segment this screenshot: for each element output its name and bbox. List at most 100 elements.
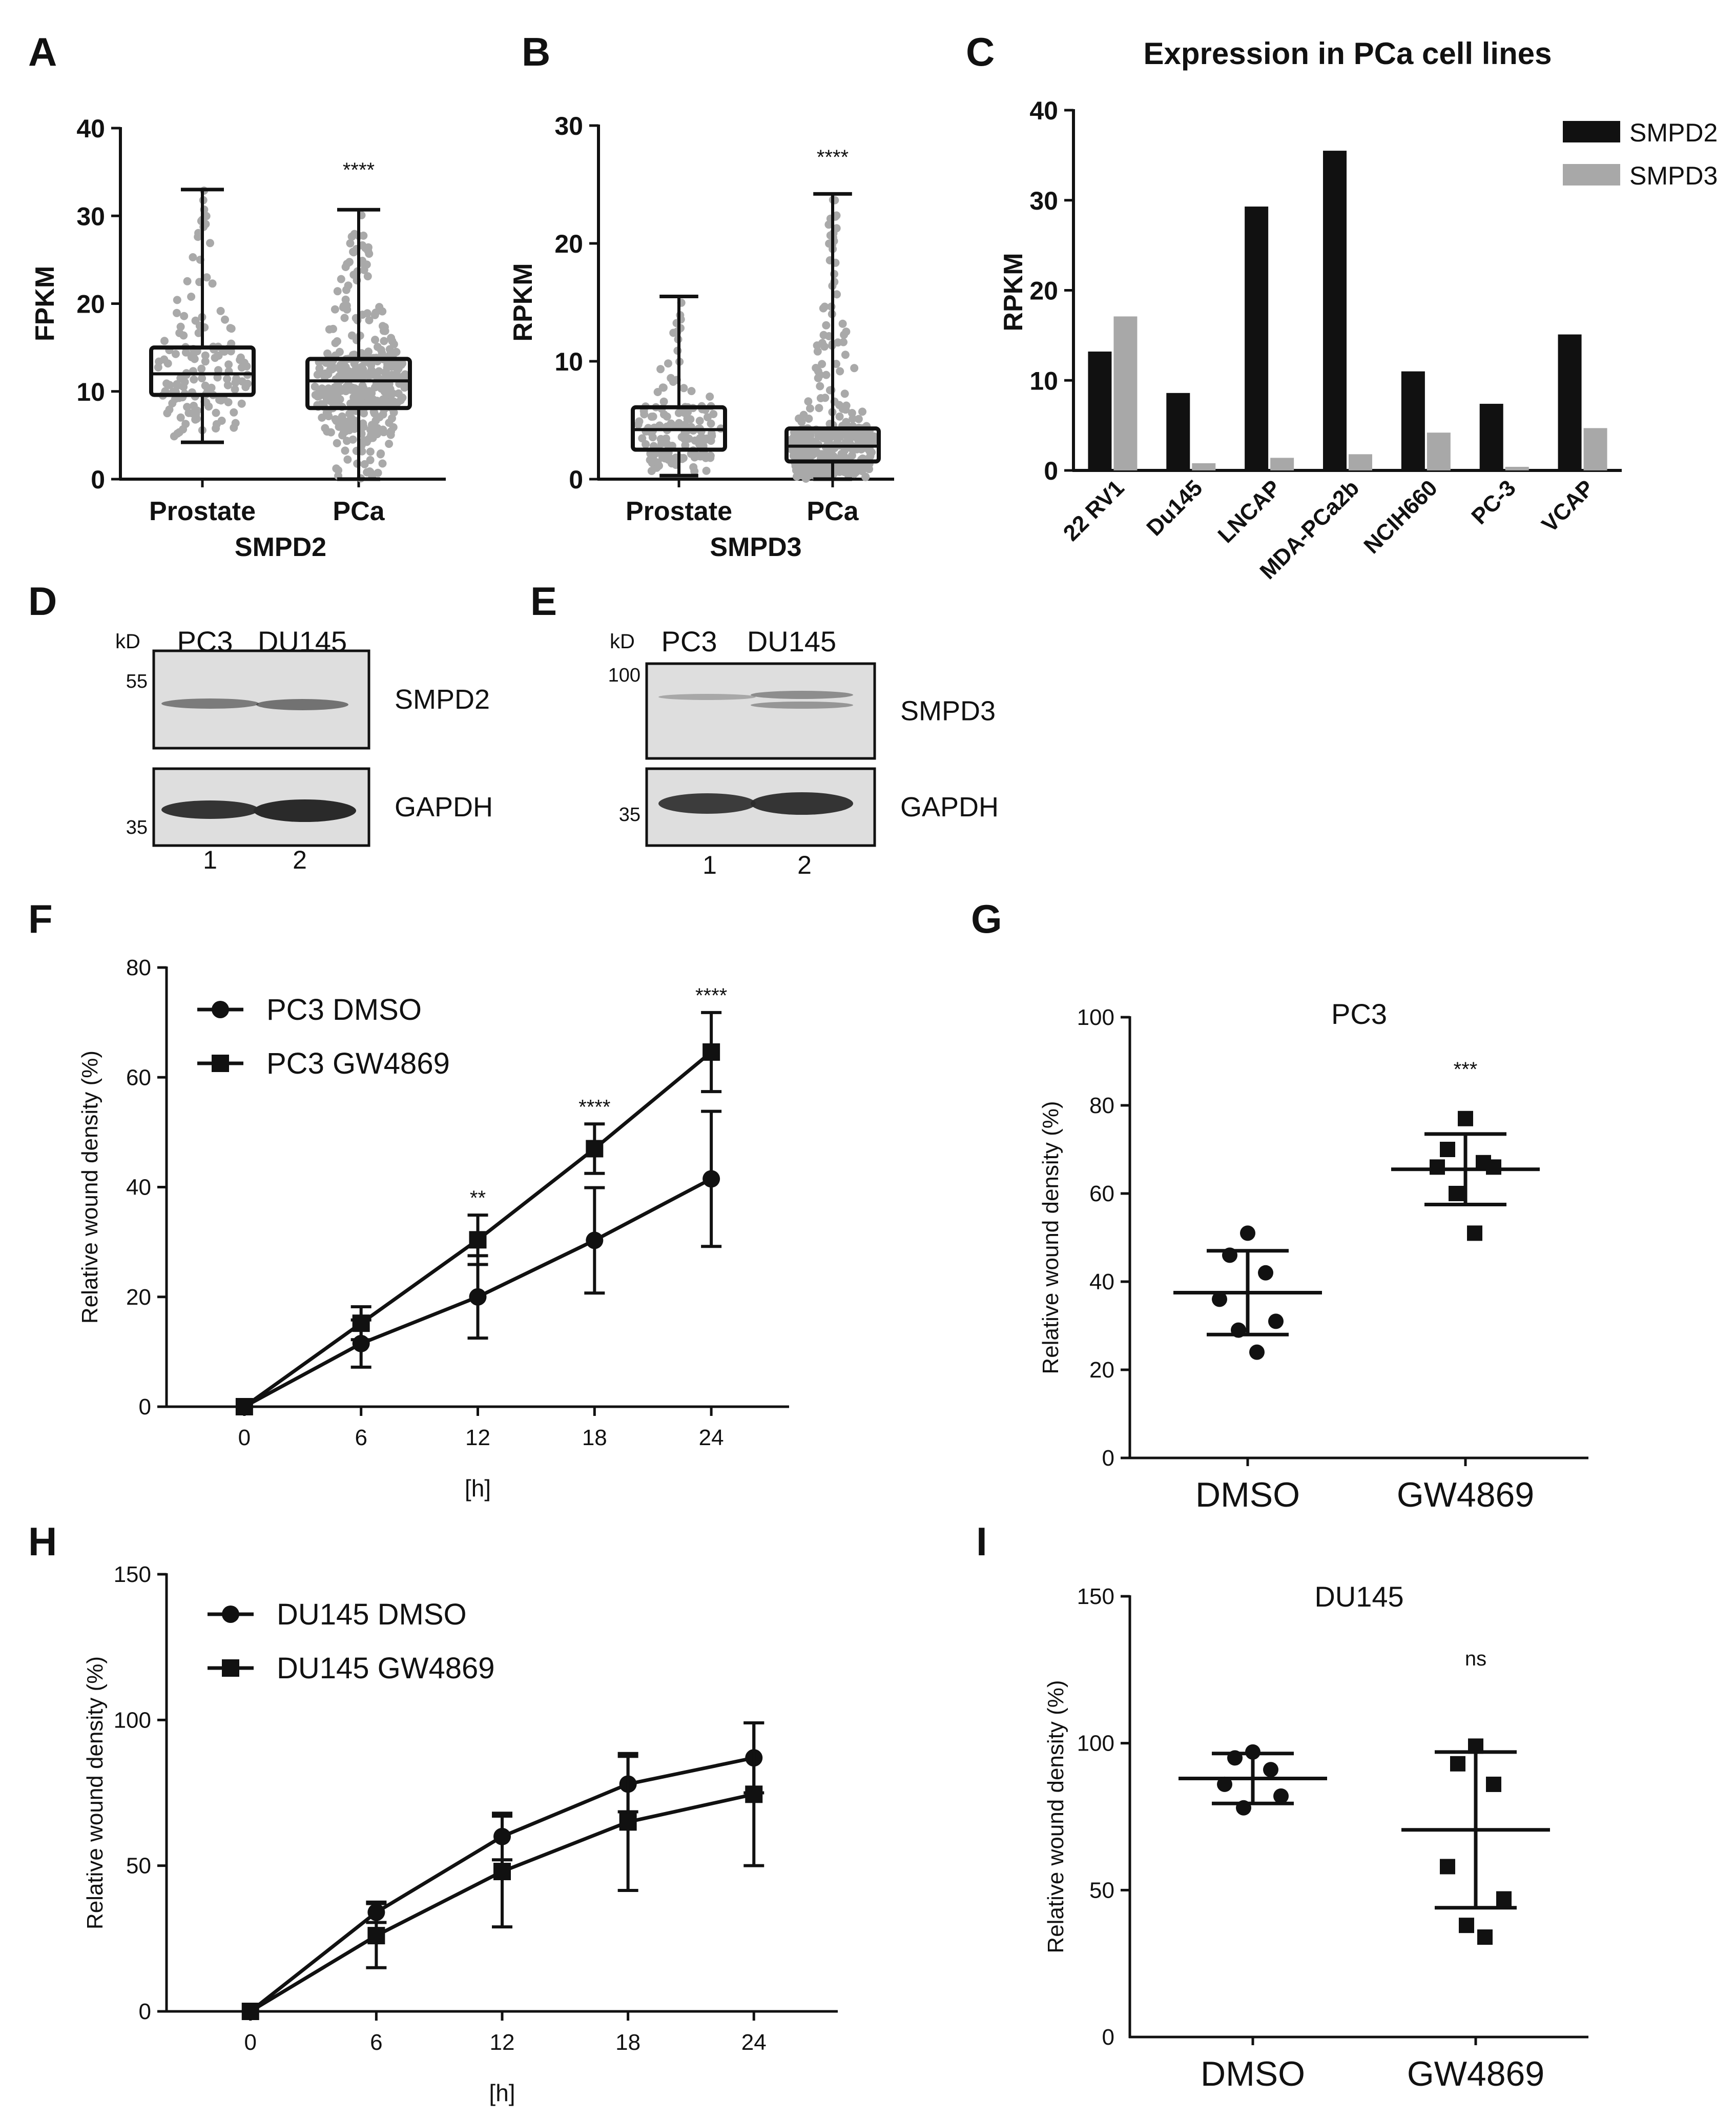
molecular-weight-marker: 55 <box>126 671 148 692</box>
data-point <box>366 425 375 434</box>
panel-c-bar-chart: Expression in PCa cell lines 0 10 20 30 40 RPK… <box>999 36 1718 584</box>
data-point <box>820 302 829 311</box>
data-point <box>379 428 388 437</box>
data-point <box>687 387 696 396</box>
y-tick-label: 60 <box>1089 1181 1114 1206</box>
data-point <box>1258 1265 1273 1281</box>
legend-label: DU145 GW4869 <box>277 1652 495 1685</box>
panel-letter-e: E <box>530 579 557 624</box>
data-point <box>835 401 843 409</box>
y-tick-label: 20 <box>1089 1357 1114 1383</box>
data-point <box>367 1927 385 1945</box>
data-point <box>848 451 856 460</box>
data-point <box>231 385 239 394</box>
y-tick-label: 40 <box>76 114 105 143</box>
blot-frame <box>645 662 876 760</box>
data-point <box>863 435 872 444</box>
data-point <box>365 467 374 476</box>
data-point <box>243 379 252 388</box>
data-point <box>311 382 319 391</box>
data-point <box>393 366 402 375</box>
data-point <box>702 1043 720 1061</box>
data-point <box>330 395 339 403</box>
data-point <box>388 414 396 423</box>
data-point <box>168 399 177 407</box>
data-point <box>702 466 711 475</box>
data-point <box>183 403 192 412</box>
legend-label: PC3 DMSO <box>266 993 422 1026</box>
lane-number: 2 <box>797 851 812 879</box>
y-tick-label: 40 <box>1029 96 1058 125</box>
molecular-weight-marker: 35 <box>619 804 640 826</box>
data-point <box>160 355 169 364</box>
data-point <box>241 2003 259 2020</box>
data-point <box>1212 1291 1227 1307</box>
chart-title: Expression in PCa cell lines <box>1144 36 1552 71</box>
data-point <box>815 404 823 413</box>
legend-label: SMPD2 <box>1629 118 1718 147</box>
y-tick-label: 100 <box>1077 1005 1114 1030</box>
band <box>161 698 259 709</box>
data-point <box>640 410 649 419</box>
data-point <box>658 383 667 392</box>
y-tick-label: 50 <box>126 1854 151 1879</box>
data-point <box>357 391 365 400</box>
data-point <box>230 408 238 417</box>
x-tick-label: DMSO <box>1201 2054 1305 2093</box>
data-point <box>330 305 339 314</box>
data-point <box>397 396 405 405</box>
data-point <box>469 1288 487 1306</box>
data-point <box>371 308 380 317</box>
x-tick-label: 12 <box>465 1425 490 1450</box>
data-point <box>659 397 668 406</box>
data-point <box>323 349 332 358</box>
data-point <box>346 239 355 248</box>
x-tick-label: 24 <box>699 1425 724 1450</box>
y-tick-label: 0 <box>139 1394 151 1419</box>
data-point <box>190 375 198 384</box>
data-point <box>176 413 185 422</box>
data-point <box>334 382 343 391</box>
bar-smpd2 <box>1558 334 1582 470</box>
data-point <box>1458 1110 1473 1126</box>
data-point <box>850 469 859 478</box>
data-point <box>469 1231 487 1249</box>
y-tick-label: 60 <box>126 1065 151 1090</box>
x-tick-label: 6 <box>355 1425 367 1450</box>
data-point <box>221 315 229 324</box>
y-axis-label: Relative wound density (%) <box>1043 1680 1068 1953</box>
data-point <box>822 371 831 379</box>
y-tick-label: 0 <box>91 465 105 494</box>
data-point <box>706 451 715 460</box>
data-point <box>667 419 675 428</box>
data-point <box>685 435 693 443</box>
data-point <box>861 472 870 481</box>
data-point <box>1236 1800 1251 1816</box>
panel-letter-a: A <box>28 29 57 74</box>
y-tick-label: 10 <box>76 378 105 406</box>
y-axis-label: Relative wound density (%) <box>1038 1101 1063 1374</box>
bar-smpd2 <box>1401 371 1425 470</box>
bar-smpd3 <box>1583 428 1607 470</box>
data-point <box>180 312 189 320</box>
panel-letter-i: I <box>976 1519 987 1564</box>
bar-smpd3 <box>1270 458 1294 470</box>
data-point <box>745 1785 763 1803</box>
legend-label: DU145 DMSO <box>277 1598 467 1631</box>
data-point <box>366 447 375 456</box>
data-point <box>377 384 386 393</box>
data-point <box>350 417 359 425</box>
data-point <box>365 316 374 324</box>
data-point <box>840 468 849 476</box>
data-point <box>695 417 704 425</box>
data-point <box>363 309 371 318</box>
legend-label: SMPD3 <box>1629 161 1718 190</box>
data-point <box>235 1398 253 1415</box>
blot-target-label: SMPD3 <box>900 696 996 727</box>
data-point <box>349 248 357 256</box>
data-point <box>333 439 341 447</box>
panel-f-line-chart: 0 20 40 60 80 0 6 12 18 24 [h] Relative wound densi… <box>77 955 789 1501</box>
data-point <box>226 324 235 333</box>
legend-swatch <box>1563 121 1620 142</box>
